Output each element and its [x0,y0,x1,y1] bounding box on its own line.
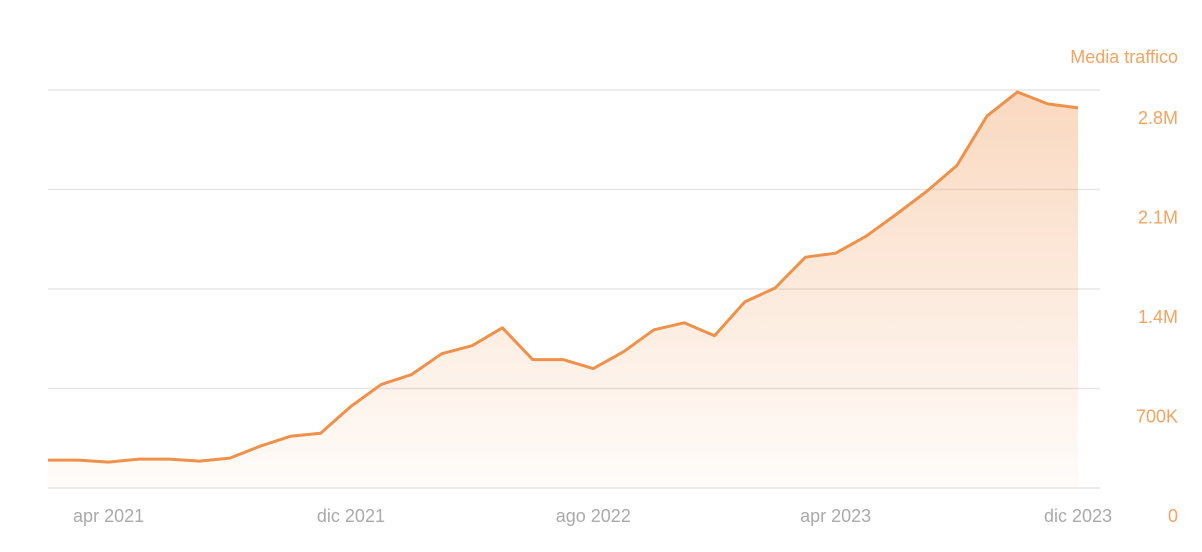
x-tick-label: apr 2021 [73,506,144,526]
y-tick-label: 2.8M [1138,108,1178,128]
y-axis-title: Media traffico [1070,47,1178,67]
y-tick-label: 0 [1168,506,1178,526]
x-tick-label: apr 2023 [800,506,871,526]
x-tick-label: dic 2021 [317,506,385,526]
y-tick-label: 700K [1136,406,1178,426]
y-tick-label: 2.1M [1138,207,1178,227]
y-tick-label: 1.4M [1138,307,1178,327]
area [48,92,1078,488]
line [48,90,1079,464]
x-tick-label: ago 2022 [556,506,631,526]
x-tick-label: dic 2023 [1044,506,1112,526]
